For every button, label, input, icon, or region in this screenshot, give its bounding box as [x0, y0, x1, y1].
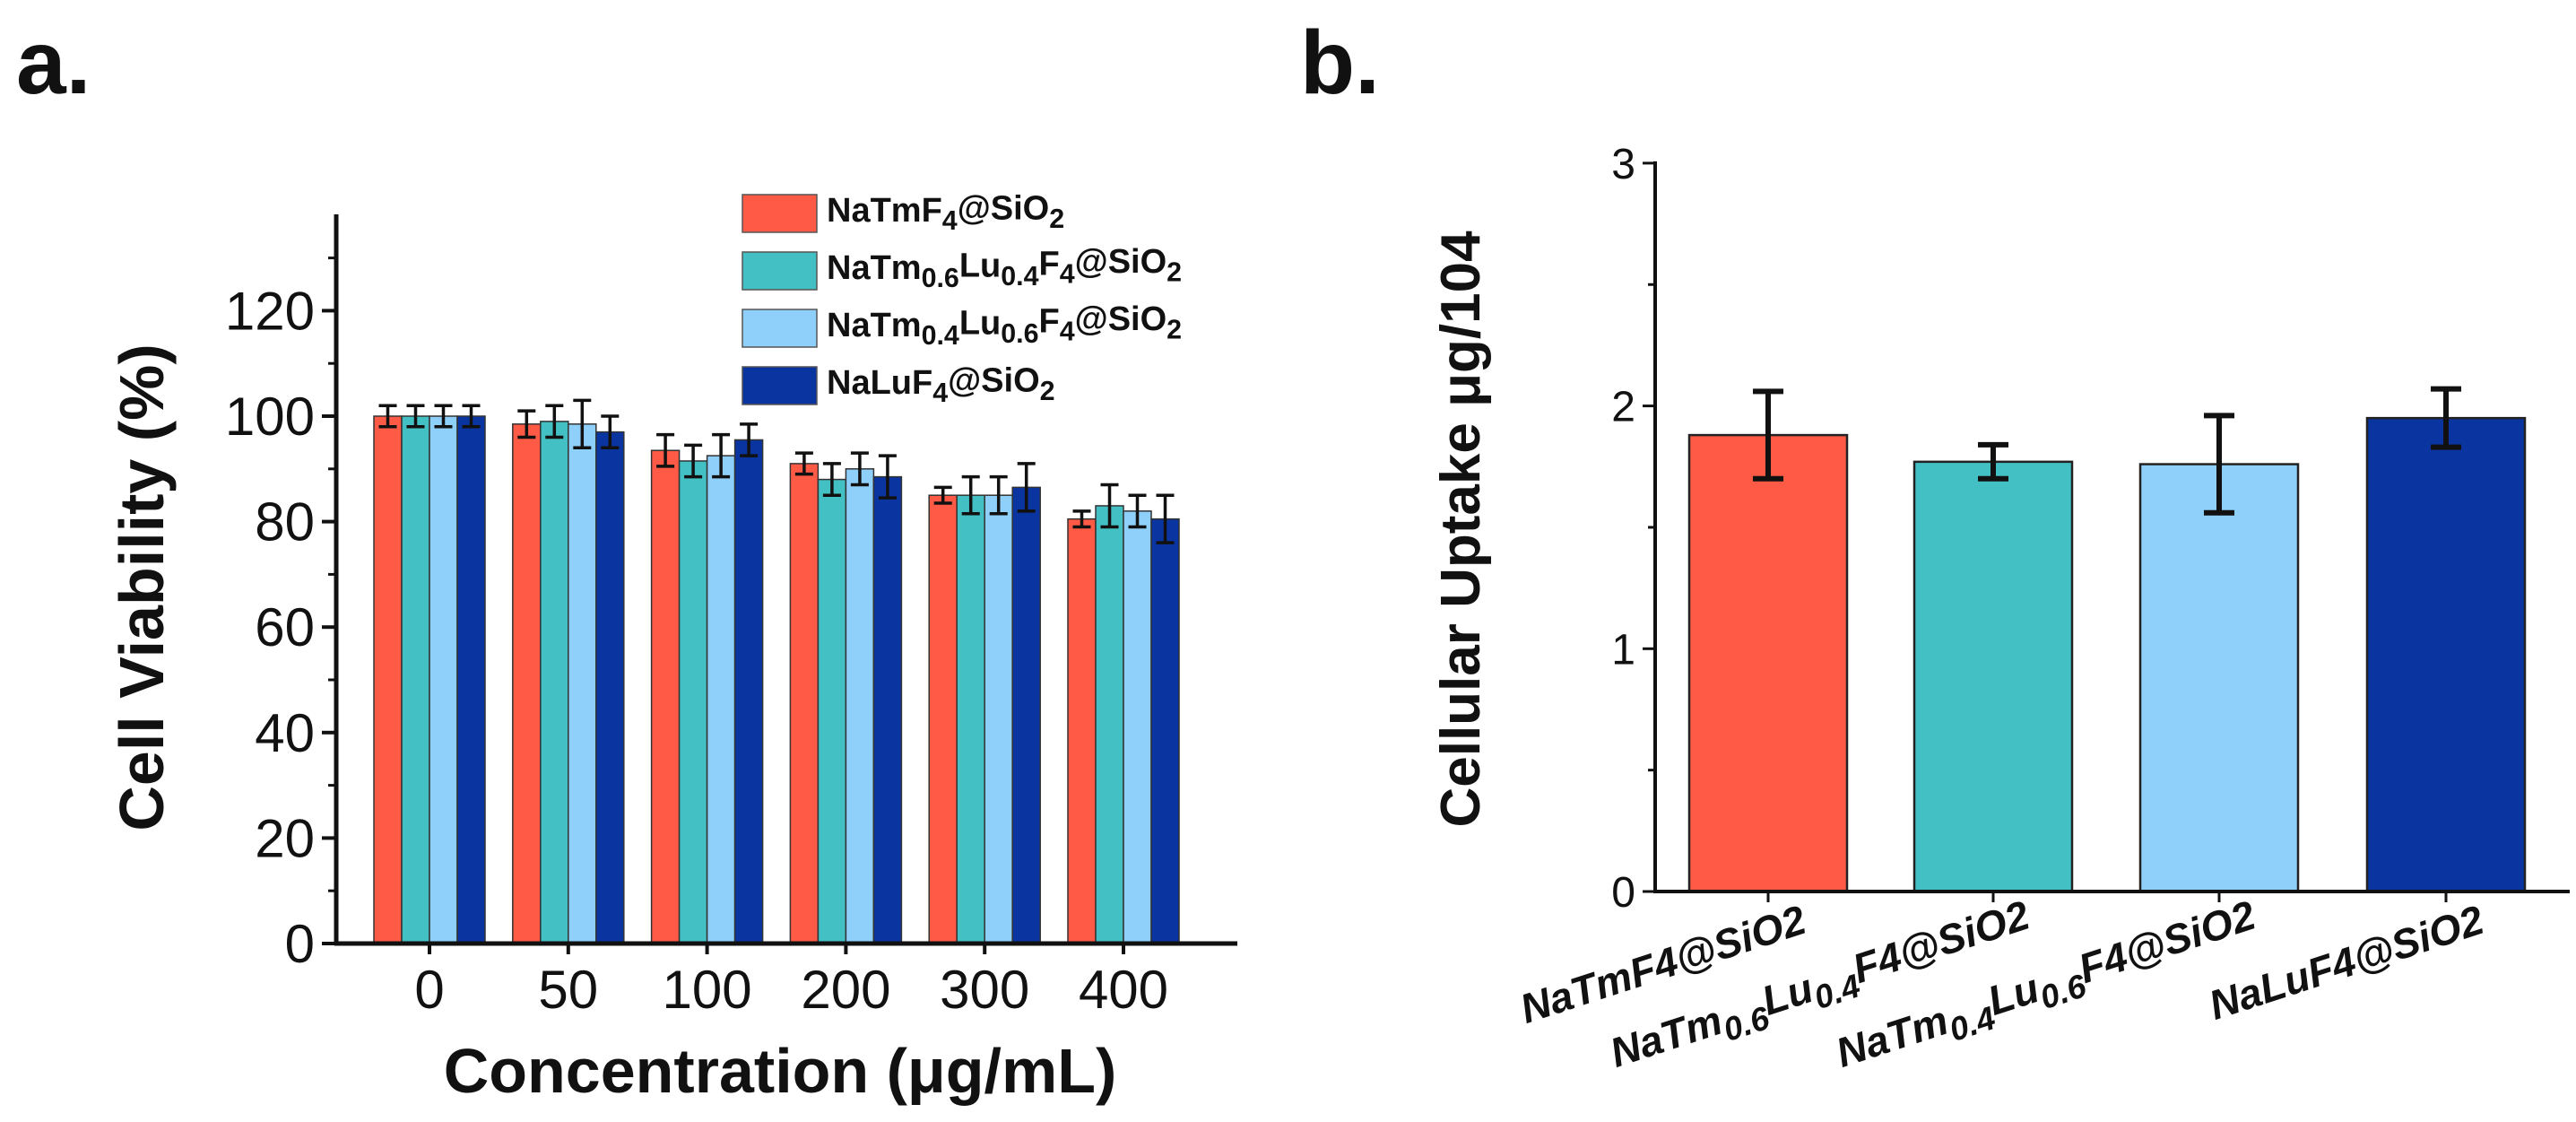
- x-tick-label: 300: [940, 960, 1029, 1020]
- bar-0-series-4: [456, 415, 486, 944]
- bar-200-series-2: [817, 478, 847, 944]
- bar-200-series-1: [789, 463, 820, 944]
- bar-0-series-2: [401, 415, 430, 944]
- bar-400-series-2: [1095, 505, 1124, 944]
- legend-swatch: [742, 366, 818, 405]
- y-tick-label: 20: [255, 808, 315, 868]
- y-tick-label: 0: [285, 914, 315, 974]
- panel-b-y-axis-title: Cellular Uptake μg/104: [1430, 230, 1492, 828]
- bar-400-series-4: [1150, 518, 1180, 944]
- bar-100-series-3: [706, 455, 736, 944]
- bar-100-series-4: [733, 439, 764, 944]
- y-tick-label: 120: [225, 281, 315, 341]
- x-tick-label: NaTm0.6Lu0.4F4@SiO2: [1603, 892, 2040, 1084]
- x-tick-label: 400: [1079, 960, 1168, 1020]
- legend-label: NaTmF4@SiO2: [827, 190, 1064, 236]
- bar-0-series-3: [429, 415, 458, 944]
- x-tick-label: NaTm0.4Lu0.6F4@SiO2: [1829, 892, 2266, 1084]
- legend-label: NaTm0.6Lu0.4F4@SiO2: [827, 243, 1182, 293]
- bar-4: [2365, 416, 2527, 893]
- y-tick-label: 100: [225, 387, 315, 447]
- bar-1: [1687, 433, 1849, 893]
- panel-a-x-axis-title: Concentration (μg/mL): [444, 1036, 1117, 1106]
- bar-300-series-3: [984, 494, 1013, 944]
- bar-400-series-1: [1067, 518, 1097, 944]
- x-tick-label: 100: [663, 960, 752, 1020]
- bar-400-series-3: [1123, 510, 1152, 944]
- panel-b-label: b.: [1300, 13, 1380, 113]
- bar-2: [1912, 460, 2074, 893]
- y-tick-label: 0: [1611, 869, 1635, 917]
- legend-swatch: [742, 194, 818, 233]
- bar-50-series-1: [512, 423, 542, 944]
- bar-100-series-2: [678, 460, 708, 944]
- bar-100-series-1: [650, 449, 681, 944]
- y-tick-label: 40: [255, 703, 315, 763]
- legend-swatch: [742, 309, 818, 348]
- bar-200-series-3: [845, 468, 875, 944]
- bar-50-series-2: [540, 421, 569, 944]
- panel-a-plot: 0 20 40 60 80 100 120 0 50 100 200 300 400 NaTmF4@SiO…: [225, 190, 1237, 1020]
- y-tick-label: 80: [255, 492, 315, 552]
- x-tick-label: 200: [801, 960, 890, 1020]
- bar-0-series-1: [373, 415, 403, 944]
- legend-label: NaLuF4@SiO2: [827, 362, 1055, 408]
- panel-a-label: a.: [16, 13, 91, 113]
- legend-label: NaTm0.4Lu0.6F4@SiO2: [827, 300, 1182, 351]
- bar-300-series-4: [1011, 486, 1041, 944]
- legend-swatch: [742, 251, 818, 291]
- panel-a-y-axis-title: Cell Viability (%): [107, 344, 177, 831]
- x-tick-label: 50: [538, 960, 598, 1020]
- bar-200-series-4: [872, 475, 903, 944]
- panel-b-plot: 0123NaTmF4@SiO2NaTm0.6Lu0.4F4@SiO2NaTm0.…: [1514, 141, 2570, 1084]
- bar-300-series-1: [928, 494, 958, 944]
- y-tick-label: 60: [255, 597, 315, 657]
- x-tick-label: 0: [414, 960, 444, 1020]
- y-tick-label: 3: [1611, 141, 1635, 188]
- bar-300-series-2: [956, 494, 985, 944]
- bar-50-series-4: [595, 431, 625, 944]
- bar-3: [2138, 463, 2300, 893]
- y-tick-label: 1: [1611, 626, 1635, 674]
- bar-50-series-3: [568, 423, 597, 944]
- y-tick-label: 2: [1611, 384, 1635, 431]
- legend: NaTmF4@SiO2 NaTm0.6Lu0.4F4@SiO2 NaTm0.4Lu0…: [742, 190, 1182, 408]
